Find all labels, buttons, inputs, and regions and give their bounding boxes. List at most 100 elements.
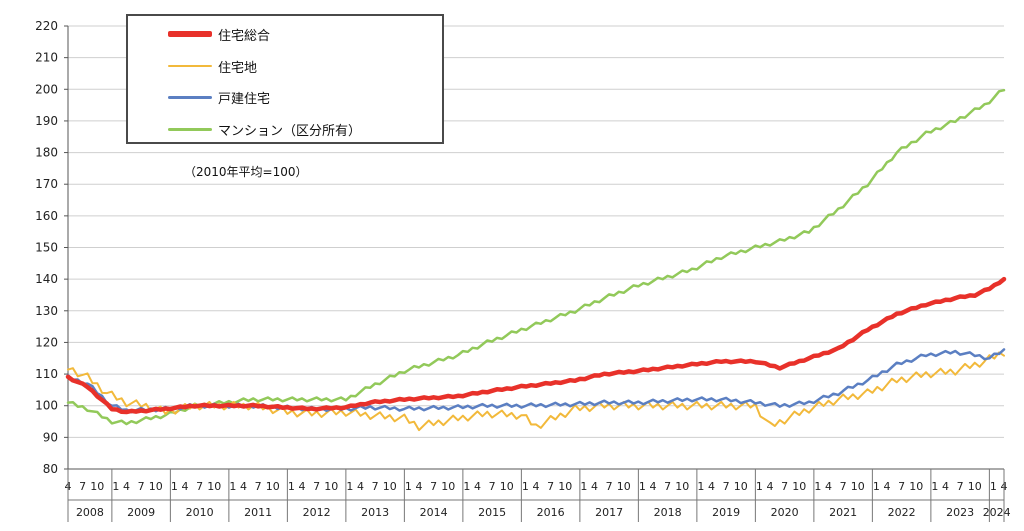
x-month-label: 4 xyxy=(182,480,189,493)
y-tick-label: 140 xyxy=(35,272,58,286)
legend-swatch xyxy=(168,65,212,67)
x-month-label: 1 xyxy=(346,480,353,493)
x-month-label: 10 xyxy=(792,480,806,493)
x-year-label: 2016 xyxy=(537,506,565,519)
x-month-label: 1 xyxy=(405,480,412,493)
x-month-label: 10 xyxy=(90,480,104,493)
x-month-label: 1 xyxy=(288,480,295,493)
x-month-label: 10 xyxy=(968,480,982,493)
x-month-label: 4 xyxy=(123,480,130,493)
legend: 住宅総合 住宅地 戸建住宅 マンション（区分所有） xyxy=(126,14,444,144)
x-month-label: 7 xyxy=(196,480,203,493)
x-month-label: 7 xyxy=(606,480,613,493)
x-month-label: 10 xyxy=(324,480,338,493)
x-month-label: 10 xyxy=(734,480,748,493)
x-year-label: 2012 xyxy=(303,506,331,519)
x-month-label: 4 xyxy=(533,480,540,493)
y-tick-label: 90 xyxy=(43,430,58,444)
legend-label: 住宅総合 xyxy=(218,28,271,44)
y-tick-label: 120 xyxy=(35,335,58,349)
x-month-label: 1 xyxy=(931,480,938,493)
legend-item: 住宅地 xyxy=(168,56,257,76)
x-month-label: 4 xyxy=(357,480,364,493)
x-year-label: 2021 xyxy=(829,506,857,519)
x-month-label: 7 xyxy=(957,480,964,493)
y-tick-label: 200 xyxy=(35,82,58,96)
legend-item: 住宅総合 xyxy=(168,24,270,44)
x-month-label: 10 xyxy=(500,480,514,493)
x-year-label: 2018 xyxy=(654,506,682,519)
x-month-label: 4 xyxy=(416,480,423,493)
x-month-label: 4 xyxy=(299,480,306,493)
x-year-label: 2023 xyxy=(946,506,974,519)
x-month-label: 10 xyxy=(149,480,163,493)
x-month-label: 7 xyxy=(489,480,496,493)
x-month-label: 10 xyxy=(383,480,397,493)
x-month-label: 4 xyxy=(942,480,949,493)
x-month-label: 7 xyxy=(79,480,86,493)
x-month-label: 10 xyxy=(675,480,689,493)
x-month-label: 1 xyxy=(697,480,704,493)
x-month-label: 10 xyxy=(851,480,865,493)
legend-swatch xyxy=(168,31,212,37)
x-year-label: 2019 xyxy=(712,506,740,519)
y-tick-label: 180 xyxy=(35,146,58,160)
series-lines xyxy=(65,88,1007,432)
x-month-label: 7 xyxy=(372,480,379,493)
x-month-label: 4 xyxy=(825,480,832,493)
series-line xyxy=(67,351,1005,432)
x-month-label: 10 xyxy=(441,480,455,493)
index-base-note: （2010年平均=100） xyxy=(180,163,312,180)
x-month-label: 10 xyxy=(558,480,572,493)
x-month-label: 7 xyxy=(255,480,262,493)
legend-item: マンション（区分所有） xyxy=(168,119,361,139)
x-year-label: 2017 xyxy=(595,506,623,519)
x-year-label: 2024 xyxy=(983,506,1011,519)
y-tick-label: 160 xyxy=(35,209,58,223)
y-tick-label: 150 xyxy=(35,241,58,255)
x-month-label: 4 xyxy=(650,480,657,493)
y-tick-label: 210 xyxy=(35,51,58,65)
x-year-label: 2022 xyxy=(888,506,916,519)
x-year-label: 2008 xyxy=(76,506,104,519)
x-month-label: 10 xyxy=(909,480,923,493)
x-month-label: 10 xyxy=(207,480,221,493)
legend-label: 戸建住宅 xyxy=(218,91,271,107)
x-month-label: 1 xyxy=(756,480,763,493)
x-month-label: 1 xyxy=(639,480,646,493)
legend-item: 戸建住宅 xyxy=(168,87,270,107)
y-axis-ticks: 80 90 100 110 120 130 140 150 160 170 180 190 200 210… xyxy=(35,19,68,476)
x-month-label: 1 xyxy=(463,480,470,493)
x-month-label: 10 xyxy=(266,480,280,493)
y-tick-label: 220 xyxy=(35,19,58,33)
x-year-label: 2013 xyxy=(361,506,389,519)
x-year-label: 2015 xyxy=(478,506,506,519)
x-month-label: 4 xyxy=(884,480,891,493)
y-tick-label: 190 xyxy=(35,114,58,128)
x-month-label: 10 xyxy=(617,480,631,493)
x-month-label: 7 xyxy=(781,480,788,493)
x-month-label: 7 xyxy=(430,480,437,493)
x-month-label: 7 xyxy=(547,480,554,493)
legend-swatch xyxy=(168,127,212,131)
legend-label: マンション（区分所有） xyxy=(218,123,362,139)
y-tick-label: 170 xyxy=(35,177,58,191)
x-month-label: 1 xyxy=(171,480,178,493)
y-tick-label: 100 xyxy=(35,399,58,413)
y-tick-label: 110 xyxy=(35,367,58,381)
y-tick-label: 80 xyxy=(43,462,58,476)
y-tick-label: 130 xyxy=(35,304,58,318)
legend-label: 住宅地 xyxy=(218,60,258,76)
series-line xyxy=(65,276,1007,415)
x-month-label: 4 xyxy=(708,480,715,493)
x-month-label: 1 xyxy=(580,480,587,493)
x-month-label: 7 xyxy=(898,480,905,493)
x-year-label: 2014 xyxy=(420,506,448,519)
x-axis: 2008471012009471012010471012011471012012… xyxy=(65,469,1011,522)
legend-swatch xyxy=(168,95,212,99)
x-month-label: 4 xyxy=(474,480,481,493)
x-month-label: 4 xyxy=(240,480,247,493)
x-month-label: 7 xyxy=(664,480,671,493)
x-month-label: 7 xyxy=(840,480,847,493)
x-month-label: 7 xyxy=(313,480,320,493)
